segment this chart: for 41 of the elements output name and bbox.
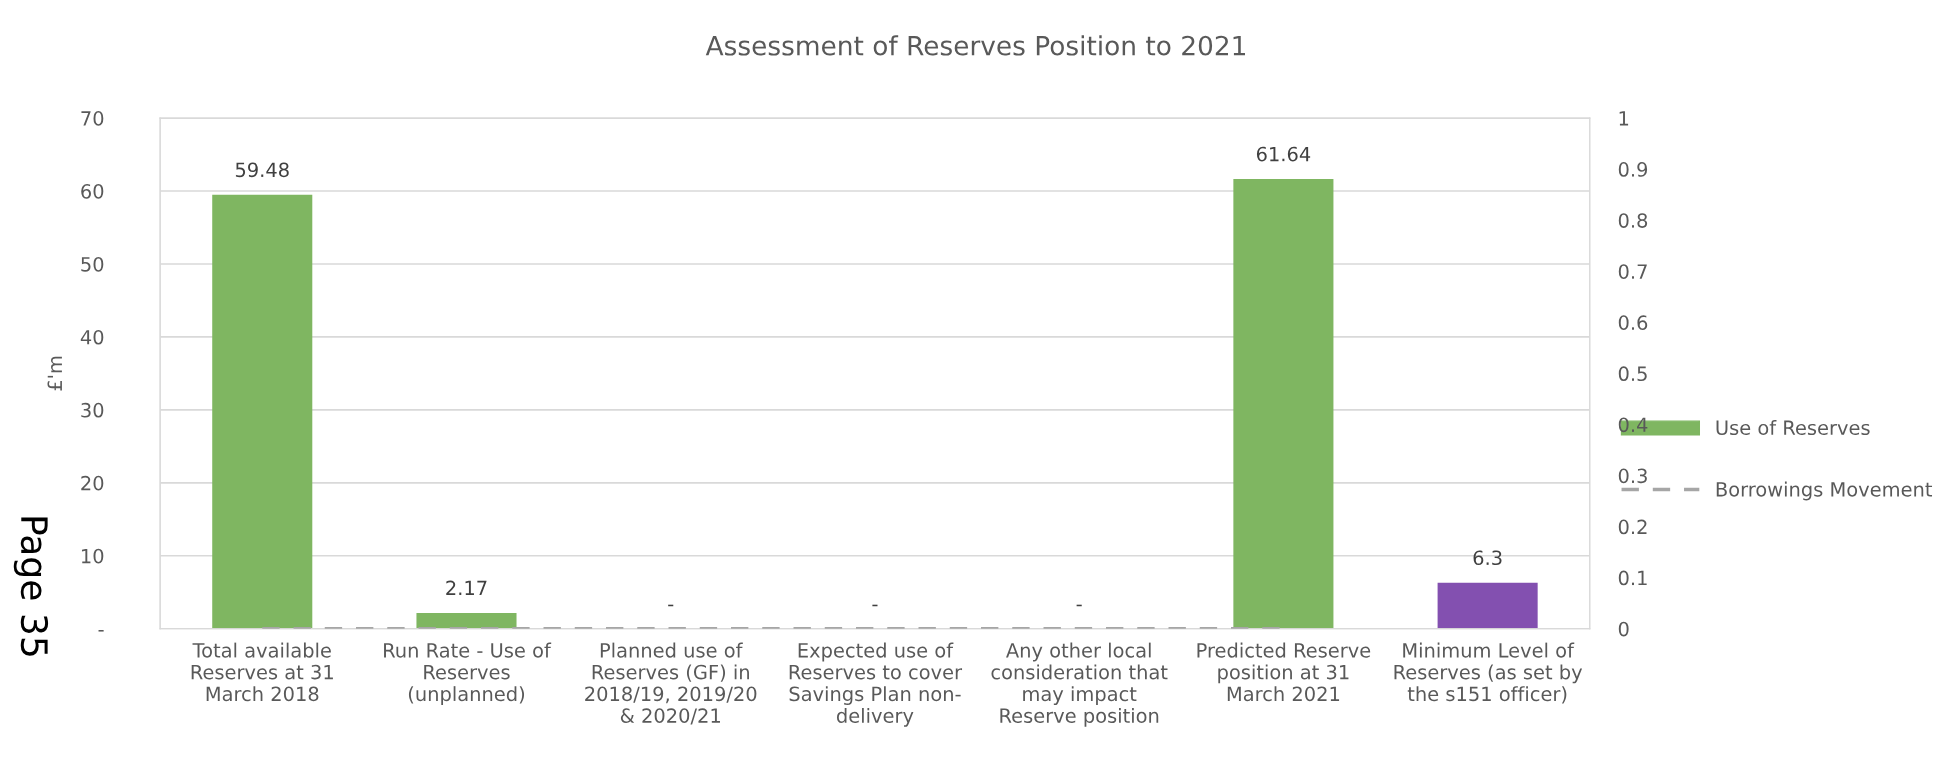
data-label: 61.64	[1256, 146, 1311, 162]
y2-tick-label: 0.7	[1618, 264, 1647, 279]
text: Page 35	[13, 517, 49, 656]
y-tick-label: 10	[81, 548, 104, 564]
x-tick-label: Planned use of Reserves (GF) in 2018/19, 2019/20 & 2020/21	[585, 642, 757, 725]
y2-tick-label: 0	[1618, 621, 1629, 637]
legend-label: Borrowings Movement	[1716, 481, 1933, 501]
y-tick-label: 40	[80, 329, 104, 345]
x-tick-label: Any other local consideration that may impact Reserve position	[991, 642, 1168, 727]
legend-label: Use of Reserves	[1716, 420, 1870, 436]
y2-tick-label: 0.2	[1618, 519, 1647, 535]
y-tick-label: 60	[81, 183, 104, 199]
data-label: 2.17	[446, 580, 487, 595]
y-tick-label: 20	[81, 475, 104, 491]
chart-title: Assessment of Reserves Position to 2021	[705, 35, 1245, 56]
y-tick-label: -	[98, 630, 104, 632]
x-tick-label: Predicted Reserve position at 31 March 2021	[1197, 642, 1371, 702]
y2-tick-label: 0.9	[1618, 162, 1648, 177]
bar	[1437, 582, 1538, 629]
x-tick-label: Run Rate - Use of Reserves (unplanned)	[384, 642, 552, 705]
y2-tick-label: 1	[1619, 111, 1629, 126]
bar	[416, 612, 517, 629]
bar	[212, 194, 313, 629]
y-tick-label: 70	[81, 111, 104, 126]
y2-tick-label: 0.6	[1618, 315, 1648, 330]
y-axis-title: £'m	[47, 356, 62, 391]
data-label: 59.48	[235, 162, 289, 178]
x-tick-label: Expected use of Reserves to cover Savings Plan non- delivery	[789, 642, 963, 727]
y-tick-label: 50	[81, 256, 104, 272]
data-label: -	[668, 604, 674, 607]
y2-tick-label: 0.1	[1618, 570, 1647, 586]
y2-tick-label: 0.8	[1618, 213, 1648, 228]
y-tick-label: 30	[81, 402, 104, 418]
x-tick-label: Total available Reserves at 31 March 2018	[191, 642, 333, 702]
y2-tick-label: 0.3	[1618, 468, 1647, 484]
bar	[1233, 179, 1334, 629]
data-label: 6.3	[1473, 550, 1502, 566]
x-tick-label: Minimum Level of Reserves (as set by the s151 officer)	[1394, 642, 1583, 704]
data-label: -	[1076, 604, 1082, 607]
data-label: -	[872, 604, 878, 607]
y2-tick-label: 0.5	[1618, 366, 1647, 382]
